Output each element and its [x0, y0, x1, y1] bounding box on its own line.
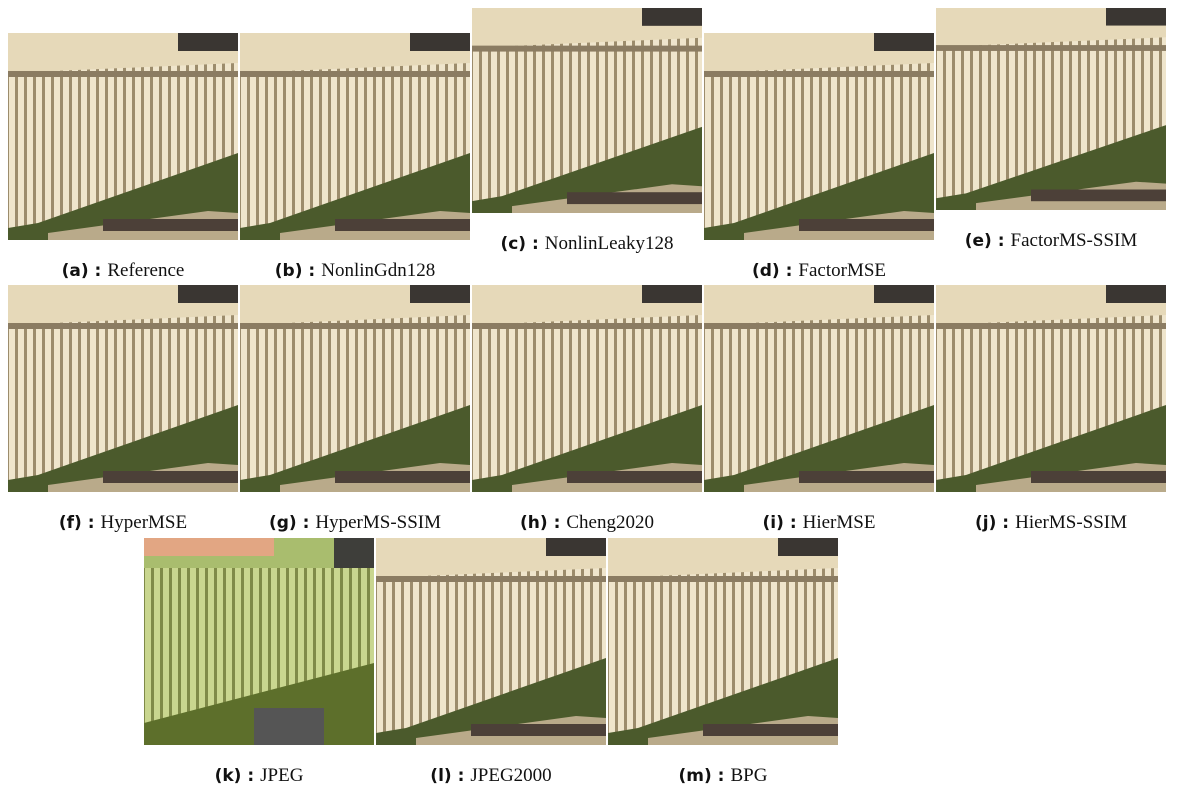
panel-caption: (g) : HyperMS-SSIM [242, 510, 468, 536]
panel-name: BPG [731, 765, 768, 786]
panel-label: (c) : [500, 234, 538, 254]
panel-caption: (b) : NonlinGdn128 [242, 258, 468, 284]
panel-image [8, 33, 238, 240]
panel-caption: (l) : JPEG2000 [378, 763, 604, 789]
panel-label: (j) : [975, 513, 1009, 533]
panel-name: JPEG2000 [470, 765, 551, 786]
panel-caption: (j) : HierMS-SSIM [938, 510, 1164, 536]
panel-caption: (e) : FactorMS-SSIM [938, 228, 1164, 254]
panel-caption: (a) :Reference [10, 258, 236, 284]
panel-image [472, 8, 702, 213]
panel-image [376, 538, 606, 745]
panel-name: Reference [107, 260, 184, 281]
panel-label: (f) : [59, 513, 95, 533]
panel-caption: (m) : BPG [610, 763, 836, 789]
panel-image [8, 285, 238, 492]
panel-name: FactorMSE [798, 260, 886, 281]
panel-image [472, 285, 702, 492]
panel-name: Cheng2020 [566, 512, 654, 533]
panel-label: (e) : [965, 231, 1005, 251]
panel-caption: (i) : HierMSE [706, 510, 932, 536]
panel-name: HierMSE [803, 512, 876, 533]
panel-name: HyperMSE [101, 512, 188, 533]
panel-label: (a) : [62, 261, 102, 281]
figure: (a) :Reference (b) : NonlinGdn128 (c) : Nonl… [0, 0, 1178, 790]
panel-label: (b) : [275, 261, 315, 281]
image-grid [0, 0, 1178, 790]
panel-label: (i) : [763, 513, 797, 533]
panel-label: (h) : [520, 513, 560, 533]
panel-image [608, 538, 838, 745]
panel-image [240, 285, 470, 492]
panel-caption: (k) :JPEG [146, 763, 372, 789]
panel-caption: (f) : HyperMSE [10, 510, 236, 536]
panel-caption: (h) : Cheng2020 [474, 510, 700, 536]
panel-image [936, 8, 1166, 210]
panel-name: HierMS-SSIM [1015, 512, 1127, 533]
panel-name: JPEG [260, 765, 303, 786]
panel-name: HyperMS-SSIM [315, 512, 441, 533]
panel-label: (k) : [215, 766, 255, 786]
panel-label: (m) : [679, 766, 725, 786]
panel-image [144, 538, 374, 745]
panel-image [704, 33, 934, 240]
panel-image [936, 285, 1166, 492]
panel-caption: (d) : FactorMSE [706, 258, 932, 284]
panel-caption: (c) : NonlinLeaky128 [474, 231, 700, 257]
panel-image [704, 285, 934, 492]
panel-label: (g) : [269, 513, 309, 533]
panel-label: (d) : [752, 261, 792, 281]
panel-name: NonlinGdn128 [321, 260, 435, 281]
panel-name: FactorMS-SSIM [1011, 230, 1138, 251]
panel-label: (l) : [430, 766, 464, 786]
panel-image [240, 33, 470, 240]
panel-name: NonlinLeaky128 [545, 233, 674, 254]
